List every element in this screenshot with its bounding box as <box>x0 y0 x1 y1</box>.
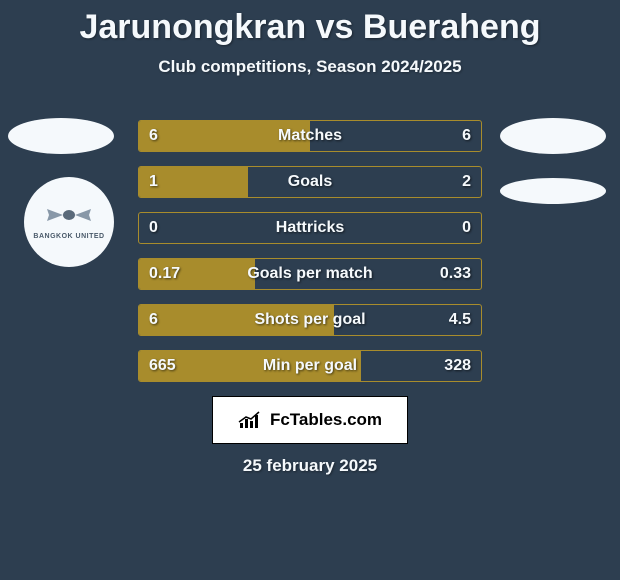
team-right-logo-2 <box>500 178 606 204</box>
date-text: 25 february 2025 <box>243 456 377 476</box>
stat-label: Matches <box>278 127 342 145</box>
brand-text: FcTables.com <box>270 410 382 430</box>
stat-value-right: 328 <box>444 357 471 375</box>
team-left-badge: BANGKOK UNITED <box>24 177 114 267</box>
chart-icon <box>238 411 264 429</box>
stat-row: 6 Matches 6 <box>138 120 482 152</box>
badge-content: BANGKOK UNITED <box>33 204 104 240</box>
stat-row: 0.17 Goals per match 0.33 <box>138 258 482 290</box>
subtitle: Club competitions, Season 2024/2025 <box>0 57 620 77</box>
stats-container: 6 Matches 6 1 Goals 2 0 Hattricks 0 0.17 Goals per… <box>138 120 482 396</box>
stat-value-left: 0 <box>149 219 158 237</box>
wings-icon <box>43 204 95 226</box>
stat-label: Goals <box>288 173 332 191</box>
stat-label: Goals per match <box>247 265 372 283</box>
page-title: Jarunongkran vs Bueraheng <box>0 0 620 47</box>
stat-value-right: 2 <box>462 173 471 191</box>
brand-badge[interactable]: FcTables.com <box>212 396 408 444</box>
stat-row: 1 Goals 2 <box>138 166 482 198</box>
stat-value-left: 0.17 <box>149 265 180 283</box>
oval-placeholder <box>500 118 606 154</box>
stat-label: Shots per goal <box>254 311 365 329</box>
team-right-logo-1 <box>500 118 606 154</box>
stat-value-right: 6 <box>462 127 471 145</box>
stat-value-left: 665 <box>149 357 176 375</box>
stat-value-left: 6 <box>149 311 158 329</box>
stat-label: Min per goal <box>263 357 357 375</box>
stat-value-left: 6 <box>149 127 158 145</box>
stat-value-right: 0 <box>462 219 471 237</box>
stat-value-right: 4.5 <box>449 311 471 329</box>
stat-value-right: 0.33 <box>440 265 471 283</box>
stat-value-left: 1 <box>149 173 158 191</box>
stat-row: 6 Shots per goal 4.5 <box>138 304 482 336</box>
stat-label: Hattricks <box>276 219 344 237</box>
badge-text: BANGKOK UNITED <box>33 233 104 240</box>
stat-row: 0 Hattricks 0 <box>138 212 482 244</box>
stat-row: 665 Min per goal 328 <box>138 350 482 382</box>
team-left-logo-1 <box>8 118 114 154</box>
oval-placeholder <box>8 118 114 154</box>
